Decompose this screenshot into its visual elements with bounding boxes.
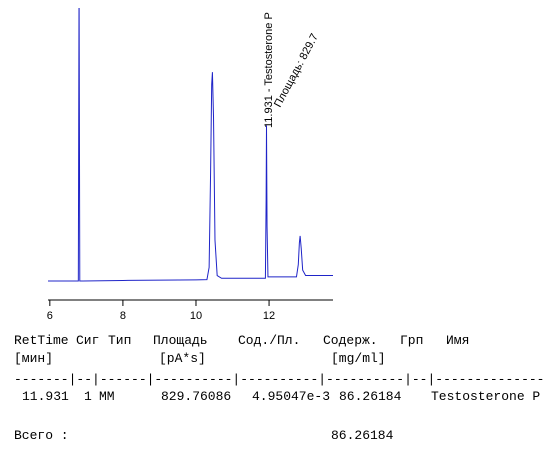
- cell: 4.95047e-3: [252, 389, 331, 404]
- col-name: Имя: [446, 333, 470, 348]
- col-amount: Содерж.: [323, 333, 378, 348]
- total-label: Всего :: [14, 428, 69, 443]
- signal-trace: [48, 8, 333, 282]
- x-tick-label: 8: [120, 310, 126, 322]
- cell: MM: [99, 389, 115, 404]
- cell: 829.76086: [161, 389, 232, 404]
- col-group: Грп: [400, 333, 424, 348]
- unit: [pA*s]: [159, 351, 206, 366]
- unit: [mg/ml]: [331, 351, 386, 366]
- col-type: Тип: [108, 333, 132, 348]
- cell: 11.931: [22, 389, 69, 404]
- col-area: Площадь: [153, 333, 208, 348]
- x-tick-label: 6: [47, 310, 53, 322]
- cell: 1: [84, 389, 92, 404]
- x-tick-label: 10: [190, 310, 202, 322]
- x-tick-label: 12: [263, 310, 275, 322]
- col-signal: Сиг: [76, 333, 100, 348]
- total-value: 86.26184: [331, 428, 394, 443]
- col-ratio: Сод./Пл.: [238, 333, 301, 348]
- cell: Testosterone P: [431, 389, 541, 404]
- separator: -------|--|------|----------|----------|…: [14, 372, 545, 387]
- chromatogram: 11.931 - Testosterone P Площадь: 829.7 6…: [47, 8, 333, 322]
- peak-area-label: Площадь: 829.7: [272, 32, 321, 110]
- peak-label: 11.931 - Testosterone P: [263, 12, 275, 128]
- cell: 86.26184: [339, 389, 402, 404]
- col-rettime: RetTime: [14, 333, 69, 348]
- unit: [мин]: [14, 351, 54, 366]
